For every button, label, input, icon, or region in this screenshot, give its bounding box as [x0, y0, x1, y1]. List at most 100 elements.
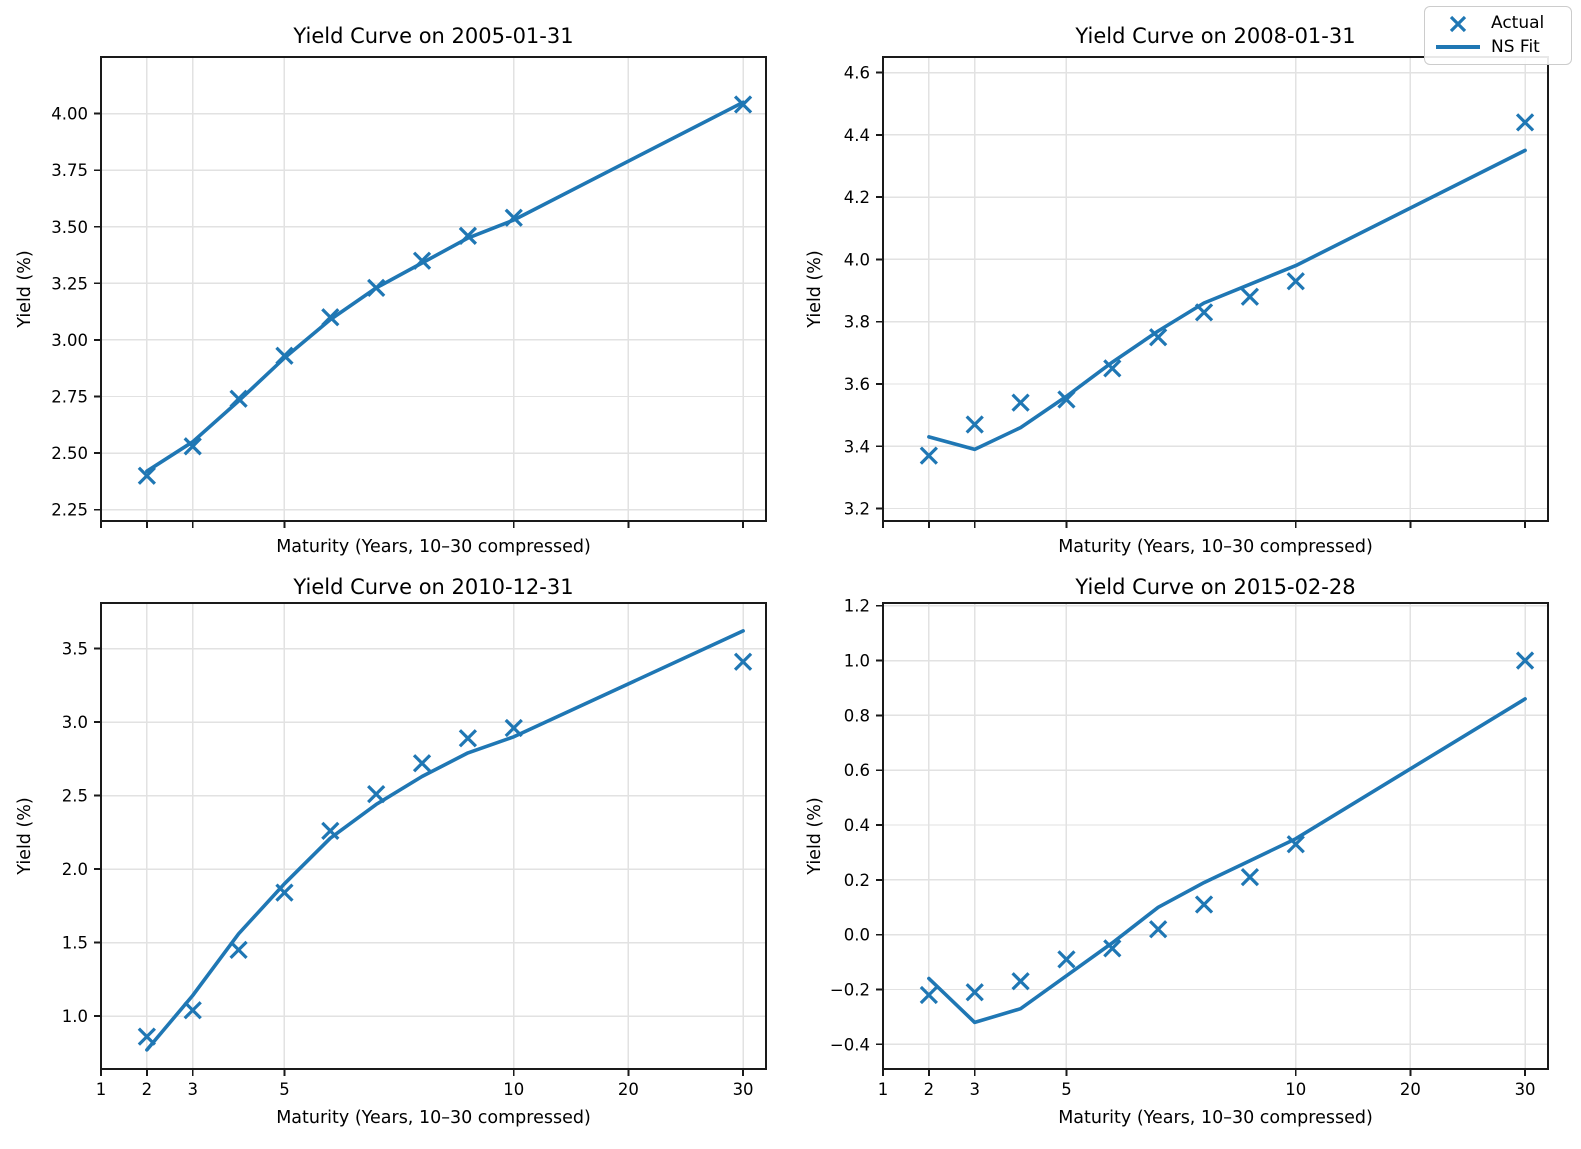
chart-cell-2010-12-31: 1.0 1.5 2.0 2.5 3.0 3.5 1 2 3 5 10 20 30 Yield Curve …: [0, 574, 790, 1149]
chart-2008-01-31: 3.2 3.4 3.6 3.8 4.0 4.2 4.4 4.6 Yield Curve on 2…: [805, 24, 1549, 557]
y-axis-tick-label: 3.25: [51, 274, 88, 293]
actual-marker: [919, 985, 938, 1005]
y-axis-tick-label: 3.75: [51, 161, 88, 180]
y-axis-tick-label: 1.2: [844, 597, 870, 616]
actual-marker: [733, 652, 753, 671]
y-axis-tick-label: 3.2: [844, 500, 870, 519]
axes-spines: [100, 56, 767, 522]
x-axis-tick-label: 30: [1515, 1080, 1536, 1099]
actual-marker: [275, 346, 294, 365]
x-axis-tick-label: 3: [969, 1080, 980, 1099]
actual-marker: [321, 821, 340, 840]
actual-marker: [1515, 651, 1535, 670]
y-axis-tick-label: 4.00: [51, 105, 88, 124]
axes-spines: [100, 602, 767, 1070]
x-axis-tick-label: 20: [618, 1080, 639, 1099]
legend: Actual NS Fit: [1424, 6, 1572, 66]
legend-item-ns-fit: NS Fit: [1434, 36, 1561, 58]
ns-fit-line: [927, 697, 1527, 1025]
chart-2005-01-31: 2.25 2.50 2.75 3.00 3.25 3.50 3.75 4.00 Yield Cu…: [15, 24, 767, 557]
y-axis-tick-label: 0.6: [844, 761, 870, 780]
y-axis-label: Yield (%): [805, 797, 825, 876]
y-axis-tick-label: −0.4: [830, 1035, 870, 1054]
line-sample-icon: [1434, 38, 1482, 56]
chart-title: Yield Curve on 2010-12-31: [292, 575, 573, 599]
y-axis-label: Yield (%): [805, 250, 825, 329]
x-axis-label: Maturity (Years, 10–30 compressed): [1058, 537, 1373, 557]
ns-fit-line: [145, 629, 745, 1052]
x-axis-tick-label: 5: [1061, 1080, 1072, 1099]
actual-marker: [1286, 835, 1305, 854]
x-axis-tick-label: 5: [279, 1080, 290, 1099]
actual-marker: [1240, 287, 1260, 306]
x-axis-tick-label: 3: [187, 1080, 198, 1099]
y-axis-tick-label: 4.4: [844, 126, 870, 145]
actual-marker: [458, 226, 478, 245]
axes-spines: [882, 56, 1549, 522]
actual-marker: [321, 308, 340, 327]
chart-title: Yield Curve on 2015-02-28: [1074, 575, 1355, 599]
chart-title: Yield Curve on 2008-01-31: [1074, 24, 1355, 48]
y-axis-tick-label: 1.5: [62, 934, 88, 953]
y-axis-tick-label: 2.5: [62, 787, 88, 806]
y-axis-tick-label: 2.75: [51, 388, 88, 407]
legend-label-ns-fit: NS Fit: [1491, 36, 1540, 57]
y-axis-tick-label: 3.00: [51, 331, 88, 350]
actual-marker: [965, 415, 984, 434]
actual-marker: [1194, 303, 1214, 322]
actual-marker: [1011, 972, 1030, 991]
y-axis-tick-label: −0.2: [830, 981, 870, 1000]
y-axis-label: Yield (%): [15, 797, 35, 876]
actual-marker: [504, 208, 523, 227]
legend-label-actual: Actual: [1491, 13, 1545, 33]
actual-marker: [137, 1027, 156, 1046]
y-axis-tick-label: 3.0: [62, 713, 88, 732]
axes-spines: [882, 602, 1549, 1070]
ns-fit-line: [927, 148, 1527, 452]
y-axis-tick-label: 3.6: [844, 375, 870, 394]
x-axis-label: Maturity (Years, 10–30 compressed): [276, 1108, 591, 1128]
actual-marker: [1240, 867, 1260, 887]
x-axis-label: Maturity (Years, 10–30 compressed): [1058, 1108, 1373, 1128]
chart-title: Yield Curve on 2005-01-31: [292, 24, 573, 48]
actual-marker: [1057, 950, 1076, 969]
actual-marker: [137, 466, 156, 485]
y-axis-tick-label: 1.0: [844, 652, 870, 671]
y-axis-tick-label: 4.6: [844, 64, 870, 83]
actual-marker: [367, 278, 386, 297]
y-axis-tick-label: 1.0: [62, 1007, 88, 1026]
y-axis-tick-label: 2.0: [62, 860, 88, 879]
actual-marker: [183, 437, 202, 456]
actual-marker: [1286, 272, 1305, 291]
y-axis-tick-label: 0.2: [844, 871, 870, 890]
x-axis-tick-label: 1: [878, 1080, 889, 1099]
actual-marker: [412, 754, 432, 773]
y-axis-tick-label: 0.4: [844, 816, 870, 835]
x-axis-tick-label: 2: [924, 1080, 935, 1099]
actual-marker: [1057, 390, 1076, 409]
actual-marker: [229, 389, 248, 408]
actual-marker: [919, 446, 938, 465]
y-axis-tick-label: 3.50: [51, 218, 88, 237]
actual-marker: [183, 1001, 202, 1020]
actual-marker: [1149, 920, 1168, 939]
actual-marker: [367, 784, 386, 804]
actual-marker: [1103, 939, 1122, 958]
x-axis-tick-label: 1: [96, 1080, 107, 1099]
y-axis-tick-label: 2.25: [51, 501, 88, 520]
actual-marker: [504, 718, 523, 738]
y-axis-tick-label: 2.50: [51, 444, 88, 463]
x-axis-tick-label: 30: [733, 1080, 754, 1099]
chart-cell-2005-01-31: 2.25 2.50 2.75 3.00 3.25 3.50 3.75 4.00 Yield Cu…: [0, 0, 790, 574]
chart-cell-2008-01-31: 3.2 3.4 3.6 3.8 4.0 4.2 4.4 4.6 Yield Curve on 2…: [790, 0, 1581, 574]
actual-marker: [733, 95, 753, 114]
x-axis-tick-label: 10: [1285, 1080, 1306, 1099]
actual-marker: [412, 251, 432, 270]
legend-item-actual: Actual: [1434, 13, 1561, 34]
y-axis-label: Yield (%): [15, 250, 35, 329]
y-axis-tick-label: 3.4: [844, 437, 870, 456]
chart-2010-12-31: 1.0 1.5 2.0 2.5 3.0 3.5 1 2 3 5 10 20 30 Yield Curve …: [15, 575, 767, 1128]
actual-marker: [1149, 328, 1168, 347]
